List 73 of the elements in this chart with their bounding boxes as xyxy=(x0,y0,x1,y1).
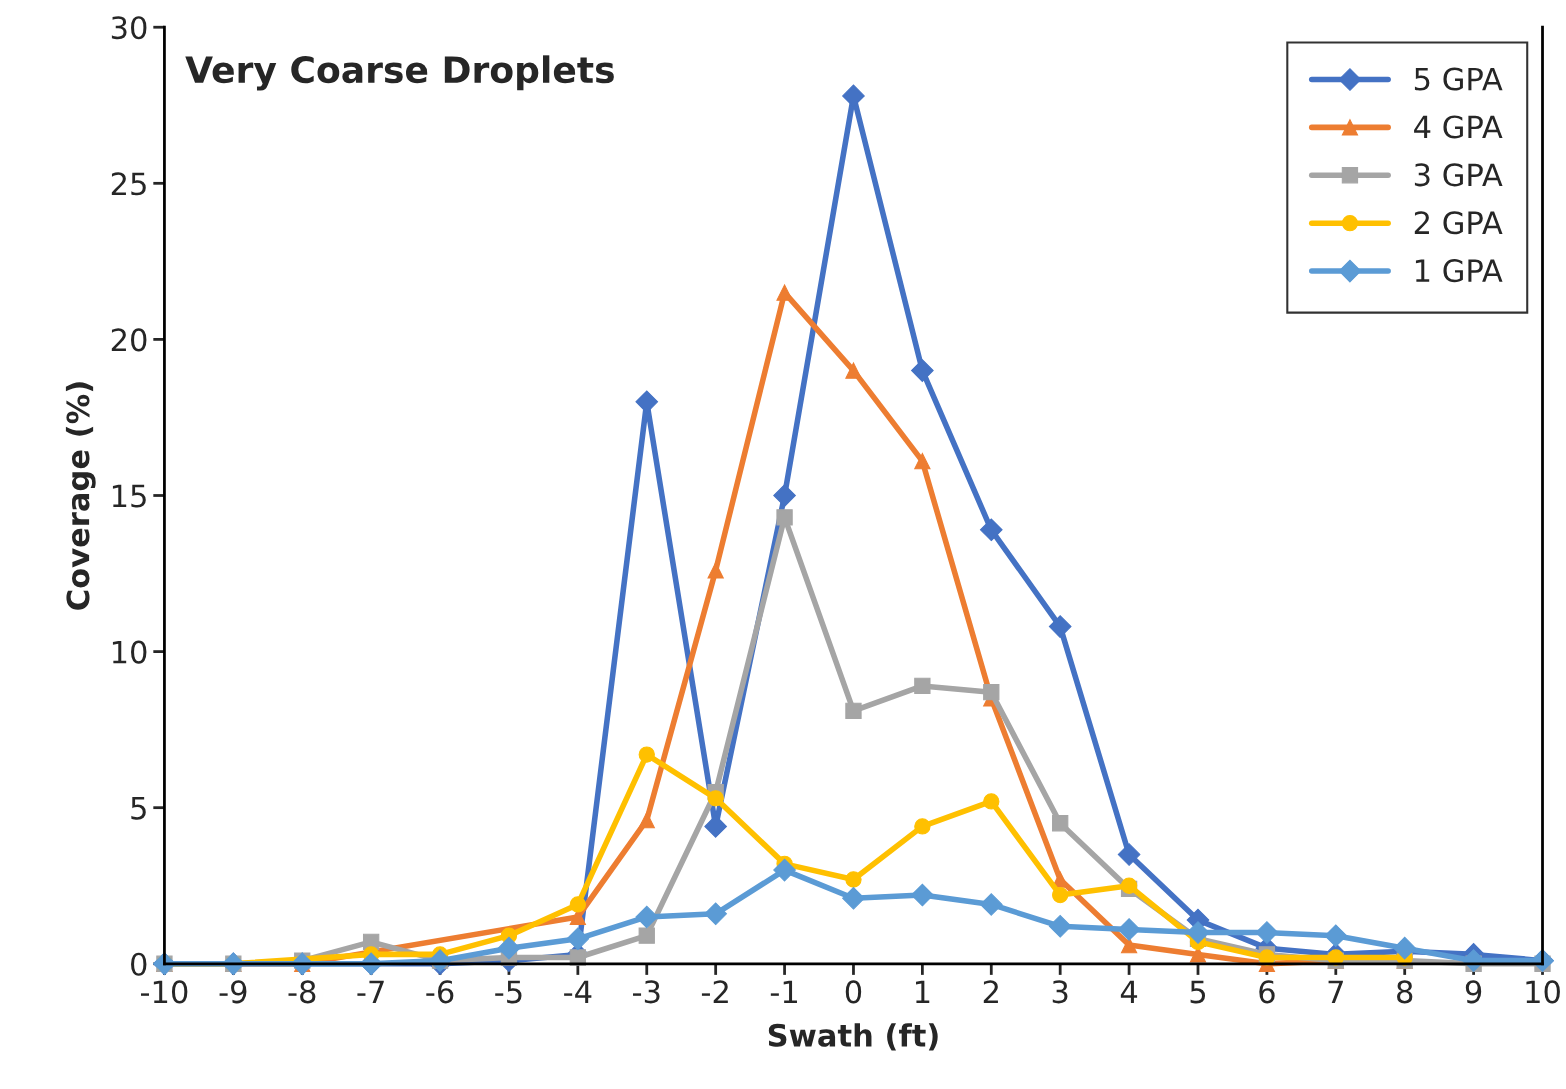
x-tick-label: -6 xyxy=(426,980,454,1004)
point xyxy=(1052,886,1069,904)
x-tick-label: 1 xyxy=(916,980,930,1003)
legend-label: 4 GPA xyxy=(1414,115,1503,139)
x-tick-label: 6 xyxy=(1259,980,1275,1004)
y-axis-title: Coverage (%) xyxy=(65,382,96,610)
y-tick-label: 0 xyxy=(131,952,147,976)
x-tick-label: 8 xyxy=(1397,980,1413,1004)
point xyxy=(776,284,793,301)
point xyxy=(983,684,1000,701)
point xyxy=(638,927,655,944)
x-tick-label: -8 xyxy=(288,980,316,1004)
x-tick-label: 10 xyxy=(1526,980,1560,1004)
point xyxy=(845,362,862,379)
point xyxy=(842,886,865,910)
point xyxy=(704,815,727,838)
x-tick-label: -4 xyxy=(564,980,592,1003)
point xyxy=(911,883,934,907)
x-tick-label: -1 xyxy=(770,980,797,1003)
x-tick-label: -10 xyxy=(140,980,188,1004)
point xyxy=(776,509,793,526)
y-tick-label: 5 xyxy=(131,797,146,820)
y-tick-label: 25 xyxy=(111,172,146,196)
point xyxy=(914,818,931,835)
point xyxy=(638,812,655,829)
point xyxy=(1052,815,1069,832)
point xyxy=(979,518,1003,542)
y-tick-label: 20 xyxy=(111,328,147,352)
x-tick-label: 0 xyxy=(845,980,862,1004)
legend-label: 2 GPA xyxy=(1414,211,1503,235)
point xyxy=(845,871,862,888)
x-tick-label: -9 xyxy=(219,980,247,1004)
y-tick-label: 15 xyxy=(112,484,146,508)
x-tick-label: 3 xyxy=(1052,980,1068,1004)
point xyxy=(911,359,934,382)
point xyxy=(497,936,521,960)
x-tick-label: 7 xyxy=(1328,980,1343,1003)
legend-label: 3 GPA xyxy=(1414,163,1503,187)
x-tick-label: 4 xyxy=(1120,980,1138,1003)
point xyxy=(707,790,724,807)
point xyxy=(773,858,796,882)
x-tick-label: 5 xyxy=(1190,980,1206,1004)
point xyxy=(983,793,1000,810)
x-tick-label: 2 xyxy=(983,980,998,1003)
point xyxy=(914,677,931,695)
point xyxy=(635,905,659,929)
point xyxy=(1048,914,1072,938)
point xyxy=(569,896,587,913)
point xyxy=(979,893,1003,916)
point xyxy=(1255,921,1279,944)
point xyxy=(1186,921,1210,944)
point xyxy=(704,902,727,926)
x-tick-label: 9 xyxy=(1465,980,1482,1004)
y-tick-label: 10 xyxy=(112,640,147,664)
x-tick-label: -2 xyxy=(701,980,728,1003)
point xyxy=(707,562,724,579)
point xyxy=(566,927,590,951)
y-tick-label: 30 xyxy=(111,16,147,40)
point xyxy=(638,746,655,763)
text: Very Coarse Droplets xyxy=(185,55,614,91)
point xyxy=(1048,615,1072,638)
point xyxy=(845,702,862,720)
point xyxy=(1117,843,1141,866)
point xyxy=(773,484,796,507)
x-tick-label: -7 xyxy=(357,980,384,1003)
legend-label: 1 GPA xyxy=(1415,259,1503,283)
point xyxy=(914,453,931,470)
point xyxy=(1117,918,1141,941)
x-tick-label: -3 xyxy=(633,980,660,1004)
point xyxy=(1324,924,1348,947)
legend-label: 5 GPA xyxy=(1414,67,1503,91)
x-tick-label: -5 xyxy=(495,980,522,1004)
x-axis-title: Swath (ft) xyxy=(768,1023,938,1051)
